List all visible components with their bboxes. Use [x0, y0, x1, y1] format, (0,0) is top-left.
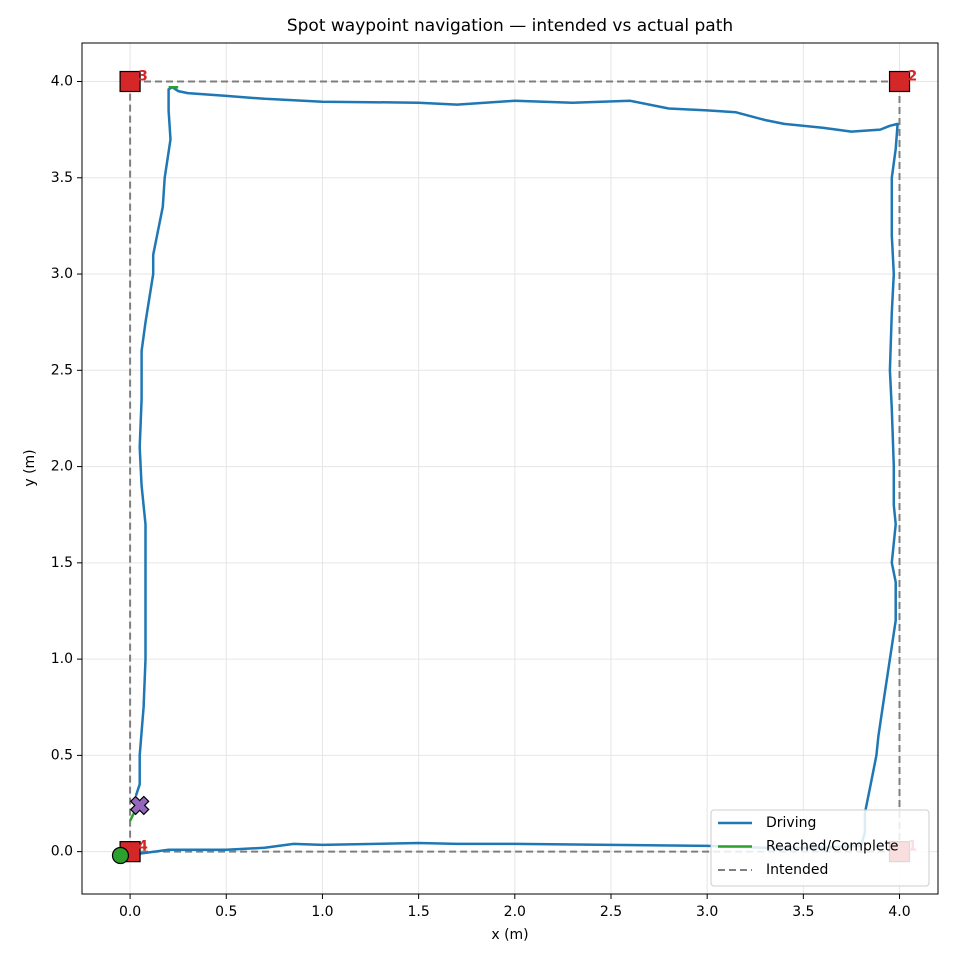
legend-label: Driving: [766, 815, 816, 831]
x-tick-label: 0.0: [119, 904, 141, 920]
series-line: [128, 86, 179, 822]
y-tick-label: 1.5: [51, 555, 73, 571]
waypoint: [888, 70, 911, 93]
x-tick-label: 3.5: [792, 904, 814, 920]
x-tick-label: 0.5: [215, 904, 237, 920]
x-tick-label: 2.0: [504, 904, 526, 920]
y-tick-label: 0.5: [51, 747, 73, 763]
waypoint: [119, 70, 141, 93]
start-marker: [111, 846, 130, 865]
y-tick-label: 4.0: [51, 74, 73, 90]
y-tick-label: 1.0: [51, 651, 73, 667]
y-tick-label: 3.5: [51, 170, 73, 186]
y-tick-label: 2.5: [51, 362, 73, 378]
waypoint-label: 4: [138, 839, 148, 855]
x-tick-label: 2.5: [600, 904, 622, 920]
x-axis-label: x (m): [491, 927, 528, 943]
x-tick-label: 1.0: [311, 904, 333, 920]
legend-box: [710, 809, 930, 887]
plot-frame: [81, 42, 939, 895]
legend-label: Intended: [766, 862, 828, 878]
y-axis-label: y (m): [22, 449, 38, 486]
waypoint-label: 3: [138, 69, 148, 85]
legend-label: Reached/Complete: [766, 839, 899, 855]
waypoint-label: 2: [908, 69, 918, 85]
y-tick-label: 3.0: [51, 266, 73, 282]
chart-title: Spot waypoint navigation — intended vs a…: [287, 16, 733, 36]
series-line: [129, 80, 901, 853]
y-tick-label: 0.0: [51, 844, 73, 860]
x-tick-label: 4.0: [888, 904, 910, 920]
x-tick-label: 1.5: [407, 904, 429, 920]
end-marker: [129, 795, 150, 816]
y-tick-label: 2.0: [51, 459, 73, 475]
x-tick-label: 3.0: [696, 904, 718, 920]
